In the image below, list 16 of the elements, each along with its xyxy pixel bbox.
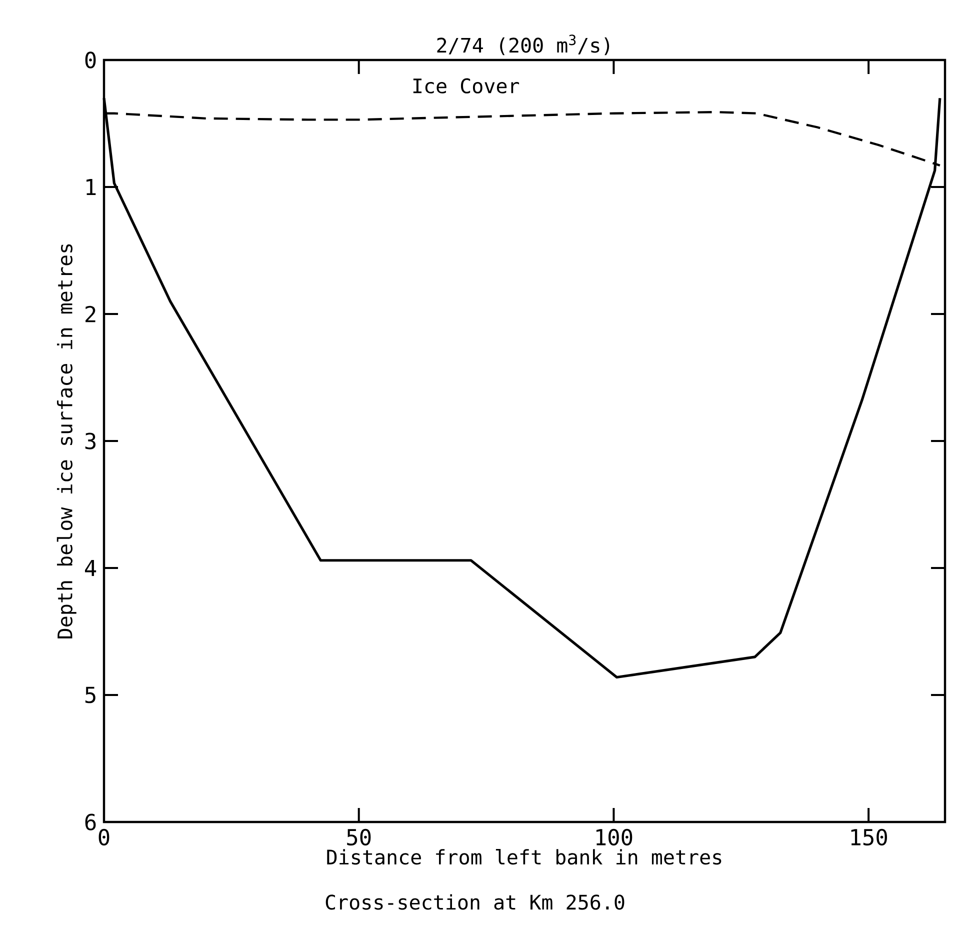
x-tick-label: 0 bbox=[98, 828, 110, 846]
x-axis-title: Distance from left bank in metres bbox=[327, 849, 722, 865]
y-tick-label: 3 bbox=[85, 432, 96, 450]
chart-title: 2/74 (200 m$^{3}$/s) bbox=[437, 34, 610, 56]
y-tick-label: 1 bbox=[86, 178, 96, 196]
y-tick-label: 0 bbox=[85, 52, 96, 68]
text: Cross-section at Km 256.0 bbox=[326, 894, 624, 910]
y-tick-label: 4 bbox=[84, 560, 96, 576]
x-tick-label: 50 bbox=[347, 828, 371, 846]
x-tick-label: 100 bbox=[596, 828, 632, 846]
y-axis-title: Depth below ice surface in metres bbox=[56, 244, 76, 638]
x-tick-label: 150 bbox=[851, 828, 887, 846]
annotation: Ice Cover bbox=[413, 78, 520, 94]
y-tick-label: 6 bbox=[85, 814, 96, 830]
y-tick-label: 2 bbox=[86, 306, 96, 322]
y-tick-label: 5 bbox=[85, 686, 96, 704]
